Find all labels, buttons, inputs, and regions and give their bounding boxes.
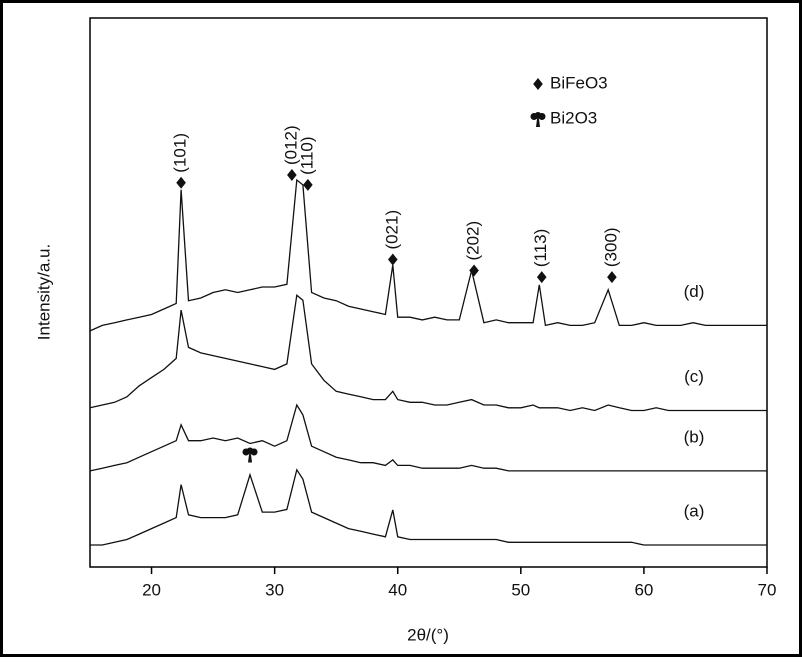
diamond-marker — [536, 271, 547, 284]
club-marker — [242, 447, 258, 463]
x-tick-label: 60 — [634, 580, 653, 599]
xrd-trace — [90, 468, 767, 546]
x-tick-label: 20 — [142, 580, 161, 599]
xrd-trace — [89, 178, 767, 332]
diamond-marker — [303, 178, 313, 191]
xrd-trace — [89, 403, 767, 472]
x-tick-label: 50 — [511, 580, 530, 599]
trace-label: (a) — [684, 502, 705, 521]
x-tick-label: 70 — [758, 580, 777, 599]
peak-label: (021) — [382, 210, 401, 250]
diamond-marker — [607, 271, 617, 284]
xrd-trace — [89, 293, 767, 412]
legend-label: Bi2O3 — [550, 108, 597, 127]
trace-label: (d) — [684, 282, 705, 301]
club-marker — [530, 112, 546, 127]
x-axis-label: 2θ/(°) — [407, 625, 449, 644]
peak-label: (202) — [464, 221, 483, 261]
peak-label: (113) — [531, 229, 550, 267]
legend-label: BiFeO3 — [550, 73, 608, 92]
diamond-marker — [388, 253, 398, 266]
diamond-marker — [176, 176, 186, 189]
peak-label: (110) — [297, 136, 316, 174]
diamond-marker — [533, 78, 543, 90]
peak-label: (101) — [171, 133, 190, 173]
x-tick-label: 30 — [265, 580, 284, 599]
trace-label: (b) — [684, 427, 705, 446]
diamond-marker — [469, 264, 479, 277]
peak-label: (012) — [281, 125, 300, 165]
plot-frame — [89, 17, 768, 568]
x-tick-label: 40 — [388, 580, 407, 599]
diamond-marker — [287, 169, 297, 182]
peak-label: (300) — [601, 227, 620, 267]
y-axis-label: Intensity/a.u. — [34, 244, 53, 340]
trace-label: (c) — [684, 367, 704, 386]
